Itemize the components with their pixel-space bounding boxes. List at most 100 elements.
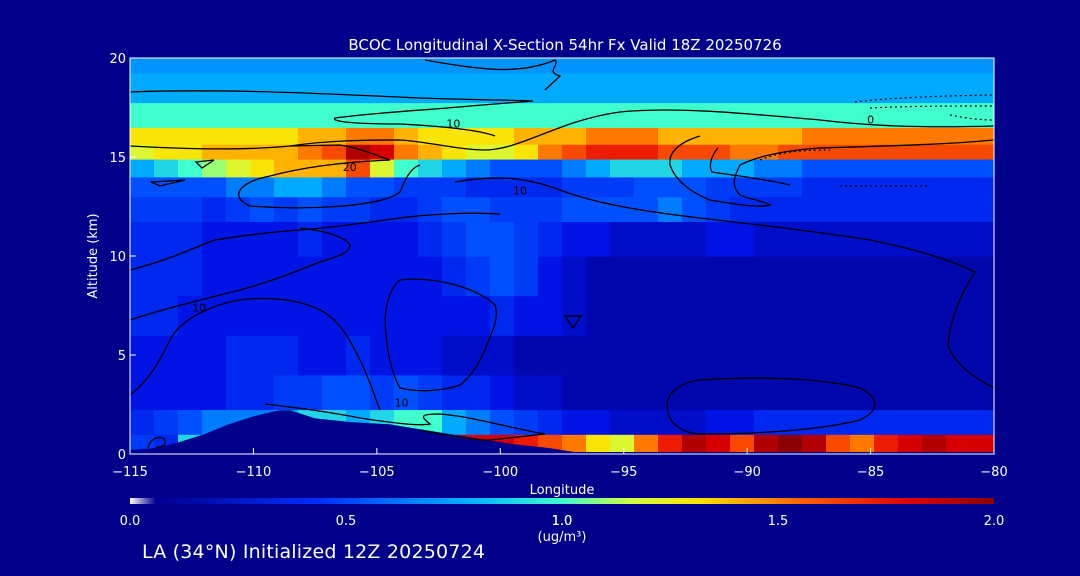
heatmap-cell xyxy=(826,127,851,145)
heatmap-cell xyxy=(202,158,227,178)
heatmap-cell xyxy=(346,221,371,257)
heatmap-cell xyxy=(634,434,659,454)
heatmap-cell xyxy=(514,256,539,297)
heatmap-cell xyxy=(274,256,299,297)
heatmap-cell xyxy=(634,58,659,74)
heatmap-cell xyxy=(418,158,443,178)
heatmap-cell xyxy=(658,256,683,297)
heatmap-cell xyxy=(634,102,659,128)
heatmap-cell xyxy=(922,221,947,257)
heatmap-cell xyxy=(922,144,947,160)
heatmap-cell xyxy=(322,196,347,222)
heatmap-cell xyxy=(874,335,899,376)
heatmap-cell xyxy=(490,196,515,222)
chart-title: BCOC Longitudinal X-Section 54hr Fx Vali… xyxy=(348,36,781,54)
heatmap-cell xyxy=(298,72,323,104)
heatmap-cell xyxy=(202,374,227,411)
heatmap-cell xyxy=(898,158,923,178)
colorbar-units: (ug/m³) xyxy=(538,530,587,545)
x-tick-label: −90 xyxy=(733,465,760,480)
heatmap-cell xyxy=(154,409,179,435)
heatmap-cell xyxy=(226,158,251,178)
x-tick-label: −105 xyxy=(359,465,395,480)
heatmap-cell xyxy=(442,158,467,178)
heatmap-cell xyxy=(226,176,251,198)
heatmap-cell xyxy=(778,295,803,336)
heatmap-cell xyxy=(874,176,899,198)
heatmap-cell xyxy=(130,144,155,160)
heatmap-cell xyxy=(586,256,611,297)
heatmap-cell xyxy=(970,72,994,104)
heatmap-cell xyxy=(346,176,371,198)
contour-line-dotted xyxy=(759,149,831,161)
heatmap-cell xyxy=(250,335,275,376)
heatmap-cell xyxy=(322,58,347,74)
contour-lines-dotted xyxy=(759,94,994,187)
heatmap-cell xyxy=(442,256,467,297)
heatmap-cell xyxy=(850,256,875,297)
heatmap-cell xyxy=(946,335,971,376)
heatmap-cell xyxy=(514,335,539,376)
heatmap-cell xyxy=(250,144,275,160)
heatmap-cell xyxy=(322,127,347,145)
heatmap-cell xyxy=(418,144,443,160)
heatmap-cell xyxy=(586,127,611,145)
heatmap-cell xyxy=(322,374,347,411)
heatmap-cell xyxy=(634,295,659,336)
heatmap-cell xyxy=(154,221,179,257)
heatmap-cell xyxy=(466,72,491,104)
heatmap-cell xyxy=(562,158,587,178)
heatmap-cell xyxy=(202,176,227,198)
heatmap-cell xyxy=(826,158,851,178)
heatmap-cell xyxy=(586,295,611,336)
heatmap-cell xyxy=(562,144,587,160)
heatmap-cell xyxy=(922,196,947,222)
y-axis-label: Altitude (km) xyxy=(86,213,101,298)
heatmap-cell xyxy=(274,102,299,128)
heatmap-cell xyxy=(178,196,203,222)
heatmap-cell xyxy=(730,335,755,376)
heatmap-cell xyxy=(346,256,371,297)
heatmap-cell xyxy=(154,102,179,128)
heatmap-cell xyxy=(946,102,971,128)
contour-label: 10 xyxy=(395,397,409,410)
heatmap-cell xyxy=(298,221,323,257)
heatmap-cell xyxy=(178,102,203,128)
heatmap-cell xyxy=(682,176,707,198)
heatmap-cell xyxy=(466,127,491,145)
heatmap-cell xyxy=(202,144,227,160)
heatmap-cell xyxy=(586,409,611,435)
heatmap-cell xyxy=(754,374,779,411)
heatmap-cell xyxy=(562,58,587,74)
heatmap-cell xyxy=(826,409,851,435)
heatmap-cell xyxy=(202,295,227,336)
heatmap-cell xyxy=(322,256,347,297)
heatmap-cell xyxy=(250,256,275,297)
heatmap-cell xyxy=(298,158,323,178)
heatmap-cell xyxy=(658,434,683,454)
heatmap-cell xyxy=(466,144,491,160)
heatmap-cell xyxy=(466,58,491,74)
heatmap-cell xyxy=(586,72,611,104)
heatmap-cell xyxy=(634,374,659,411)
heatmap-cell xyxy=(898,176,923,198)
contour-label: 0 xyxy=(867,113,874,126)
heatmap-cell xyxy=(130,58,155,74)
colorbar-tick-label: 1.5 xyxy=(768,514,789,529)
heatmap-cell xyxy=(250,127,275,145)
heatmap-cell xyxy=(874,127,899,145)
heatmap-cell xyxy=(610,176,635,198)
heatmap-cell xyxy=(562,127,587,145)
heatmap-cell xyxy=(802,58,827,74)
heatmap-cell xyxy=(754,72,779,104)
heatmap-cell xyxy=(370,58,395,74)
heatmap-cell xyxy=(154,295,179,336)
heatmap-cell xyxy=(394,221,419,257)
heatmap-cell xyxy=(274,374,299,411)
heatmap-cell xyxy=(850,158,875,178)
heatmap-cell xyxy=(610,221,635,257)
contour-line xyxy=(130,212,501,271)
heatmap-cell xyxy=(802,221,827,257)
heatmap-cell xyxy=(634,256,659,297)
y-tick-label: 20 xyxy=(109,52,126,67)
